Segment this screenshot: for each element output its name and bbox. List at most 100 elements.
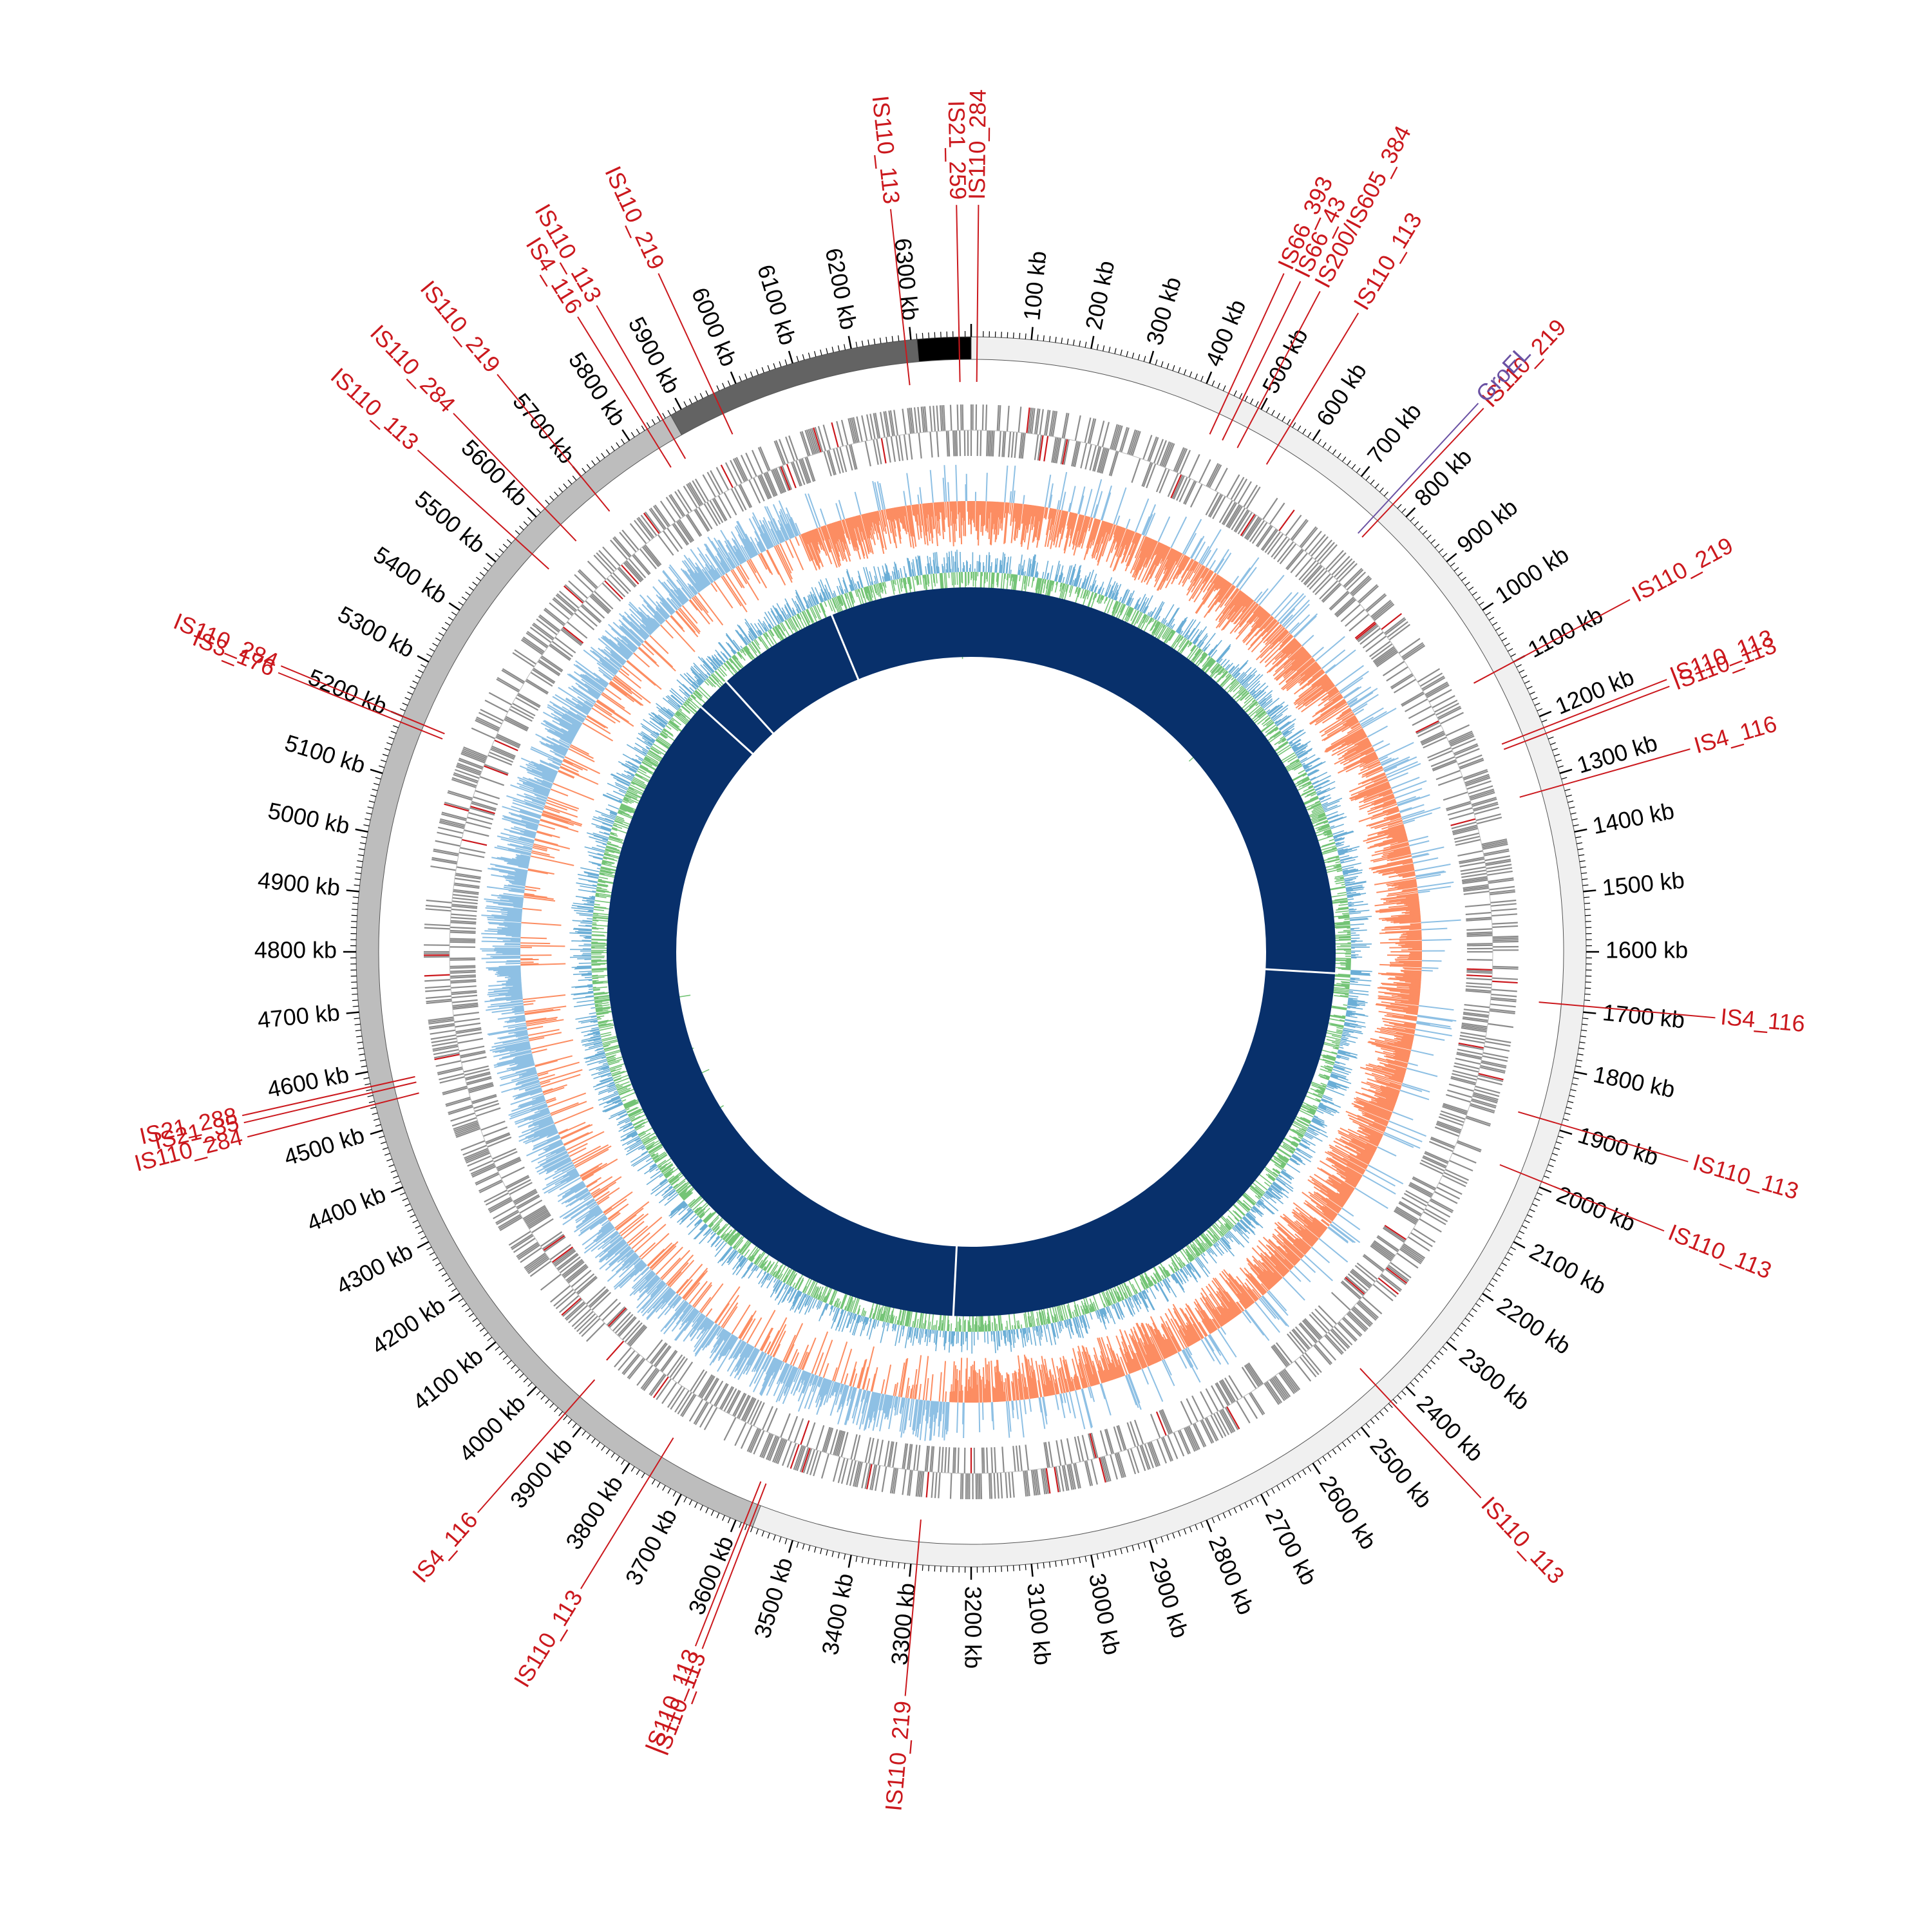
minor-tick (808, 1545, 811, 1551)
minor-tick (1132, 1545, 1135, 1551)
gene-mark (650, 1374, 667, 1396)
gene-mark (1447, 807, 1473, 816)
gc-skew-bar (973, 1361, 976, 1403)
gc-skew-bar (839, 1383, 844, 1393)
gene-mark (450, 965, 476, 967)
minor-tick (1577, 842, 1583, 844)
gc-skew-bar (1004, 502, 1009, 544)
gc-skew-bar (762, 1354, 771, 1370)
gc-skew-bar (1249, 1273, 1267, 1293)
gene-mark (1247, 1362, 1264, 1385)
gc-skew-bar (641, 1285, 670, 1317)
gc-skew-bar (554, 716, 579, 732)
gene-mark (1456, 1052, 1482, 1059)
minor-tick (1573, 1077, 1579, 1079)
gc-skew-bar (1204, 570, 1213, 582)
gc-skew-bar (528, 1116, 553, 1127)
gene-mark (633, 553, 651, 574)
gc-skew-bar (633, 1270, 653, 1290)
gc-skew-bar (621, 639, 636, 652)
gc-skew-bar (507, 978, 522, 980)
gc-skew-bar (1364, 1128, 1383, 1137)
gc-skew-bar (760, 1327, 774, 1351)
gc-skew-bar (504, 919, 522, 922)
gc-skew-bar (546, 1158, 571, 1172)
gc-skew-bar (1182, 1328, 1193, 1345)
gc-skew-bar (621, 635, 638, 650)
gc-skew-bar (524, 1005, 567, 1013)
gene-mark (824, 1428, 834, 1454)
gene-mark (639, 548, 657, 569)
gene-mark (692, 480, 706, 504)
gene-track-midline (449, 430, 1493, 1474)
gc-skew-bar (625, 1256, 639, 1269)
gene-mark (553, 597, 574, 615)
gene-mark (1098, 1457, 1106, 1483)
gc-skew-bar (1167, 1327, 1182, 1352)
gc-skew-bar (533, 788, 549, 795)
gene-mark (1063, 1464, 1070, 1491)
gc-skew-bar (1143, 1341, 1154, 1365)
gc-skew-bar (1018, 504, 1023, 528)
minor-tick (1132, 352, 1135, 359)
gc-skew-bar (506, 980, 522, 983)
minor-tick (388, 736, 395, 740)
gc-skew-bar (1383, 1132, 1421, 1149)
gc-skew-bar (509, 1046, 531, 1052)
gene-mark (489, 1199, 513, 1213)
tick-label: 1500 kb (1601, 867, 1686, 901)
gc-skew-bar (1012, 503, 1016, 522)
gc-skew-bar (593, 1225, 614, 1242)
gc-skew-bar (618, 619, 644, 643)
gene-mark (1492, 967, 1519, 970)
gc-skew-bar (612, 621, 640, 647)
gc-skew-bar (1128, 1334, 1144, 1369)
gene-mark (993, 1473, 996, 1499)
gene-mark (1204, 1417, 1218, 1442)
gc-skew-bar (1227, 1308, 1236, 1318)
minor-tick (1504, 643, 1510, 647)
gc-skew-bar (819, 1379, 830, 1407)
gc-skew-bar (1209, 1318, 1218, 1331)
gc-skew-bar (914, 1384, 918, 1399)
gc-skew-bar (1383, 835, 1407, 843)
gc-skew-bar (1274, 1228, 1305, 1256)
gene-mark (1304, 565, 1323, 586)
gene-mark (738, 1395, 751, 1419)
gene-mark (640, 515, 658, 536)
gene-mark (1027, 408, 1032, 434)
minor-tick (412, 680, 419, 684)
gc-skew-bar (1235, 1302, 1244, 1312)
gc-skew-bar (1092, 1365, 1099, 1385)
gc-skew-bar (580, 1166, 599, 1178)
gene-mark (1100, 1457, 1108, 1482)
gene-mark (467, 817, 493, 825)
gc-skew-bar (530, 1090, 543, 1096)
minor-tick (361, 836, 367, 838)
gc-skew-bar (773, 1343, 781, 1358)
gc-skew-bar (645, 1277, 661, 1293)
gc-skew-bar (1272, 629, 1287, 645)
gc-skew-bar (641, 620, 654, 632)
minor-tick (498, 1350, 504, 1356)
gene-mark (451, 999, 478, 1003)
gc-skew-bar (1131, 1335, 1146, 1368)
gene-mark (1492, 922, 1518, 925)
gc-skew-bar (1192, 562, 1198, 571)
gc-skew-bar (544, 805, 578, 818)
gene-mark (1341, 1280, 1362, 1299)
gc-skew-bar (508, 811, 540, 823)
gene-mark (1052, 411, 1058, 437)
gene-mark (587, 560, 607, 580)
gene-mark (451, 913, 477, 917)
gene-mark (1459, 1034, 1486, 1041)
gene-mark (1489, 1010, 1515, 1015)
gene-mark (1483, 850, 1510, 857)
gc-skew-bar (793, 1370, 804, 1396)
gene-mark (1291, 520, 1309, 542)
gene-mark (693, 1401, 708, 1425)
minor-tick (1562, 1118, 1569, 1121)
gc-skew-bar (607, 1241, 627, 1258)
minor-tick (1351, 464, 1356, 469)
gene-mark (628, 1325, 647, 1346)
